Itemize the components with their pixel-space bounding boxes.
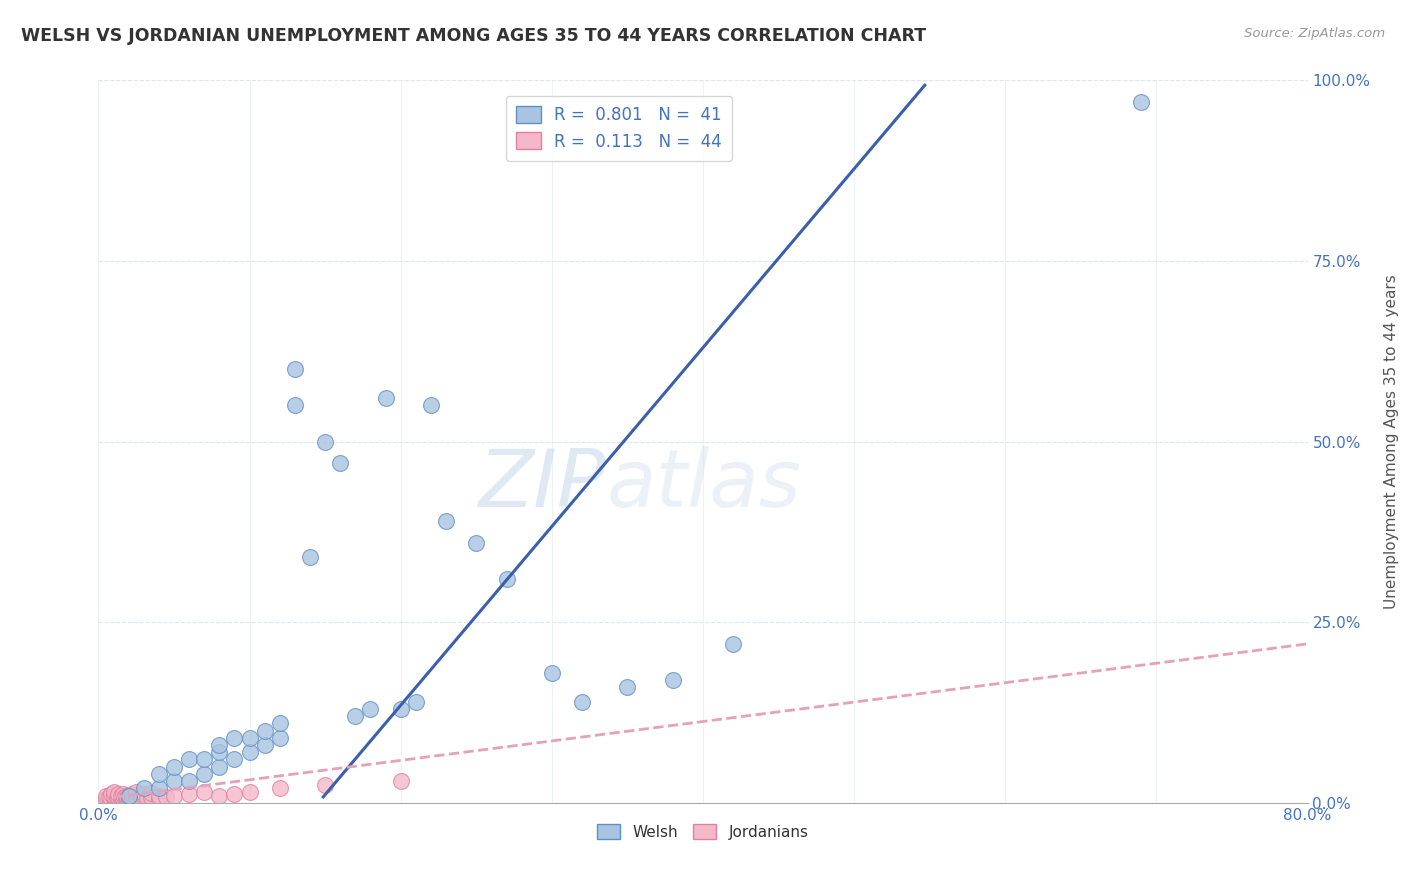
Point — [112, 790, 135, 805]
Point — [111, 787, 134, 801]
Point — [163, 760, 186, 774]
Point — [103, 789, 125, 803]
Point — [299, 550, 322, 565]
Point — [105, 790, 128, 805]
Point — [239, 731, 262, 745]
Point — [141, 786, 163, 800]
Point — [389, 702, 412, 716]
Point — [616, 680, 638, 694]
Point — [284, 362, 307, 376]
Point — [420, 398, 443, 412]
Point — [224, 787, 246, 801]
Point — [114, 789, 136, 803]
Point — [344, 709, 367, 723]
Point — [111, 792, 134, 806]
Point — [163, 789, 186, 803]
Point — [129, 790, 152, 805]
Point — [314, 778, 336, 792]
Legend: Welsh, Jordanians: Welsh, Jordanians — [592, 818, 814, 846]
Point — [208, 789, 231, 803]
Point — [110, 789, 132, 803]
Point — [571, 695, 593, 709]
Point — [100, 792, 122, 806]
Point — [239, 785, 262, 799]
Point — [661, 673, 683, 687]
Point — [208, 745, 231, 759]
Text: Source: ZipAtlas.com: Source: ZipAtlas.com — [1244, 27, 1385, 40]
Text: WELSH VS JORDANIAN UNEMPLOYMENT AMONG AGES 35 TO 44 YEARS CORRELATION CHART: WELSH VS JORDANIAN UNEMPLOYMENT AMONG AG… — [21, 27, 927, 45]
Point — [107, 790, 129, 805]
Point — [208, 760, 231, 774]
Point — [1130, 95, 1153, 109]
Point — [193, 767, 215, 781]
Point — [118, 789, 141, 803]
Point — [110, 791, 132, 805]
Point — [98, 790, 121, 805]
Point — [253, 723, 276, 738]
Point — [132, 790, 155, 805]
Point — [103, 785, 125, 799]
Point — [253, 738, 276, 752]
Point — [329, 456, 352, 470]
Point — [465, 535, 488, 549]
Point — [118, 792, 141, 806]
Point — [155, 790, 177, 805]
Point — [540, 665, 562, 680]
Point — [132, 781, 155, 796]
Point — [179, 787, 201, 801]
Point — [284, 398, 307, 412]
Point — [163, 774, 186, 789]
Point — [389, 774, 412, 789]
Point — [125, 790, 148, 805]
Point — [118, 789, 141, 803]
Point — [103, 790, 125, 805]
Point — [132, 787, 155, 801]
Point — [374, 391, 396, 405]
Y-axis label: Unemployment Among Ages 35 to 44 years: Unemployment Among Ages 35 to 44 years — [1385, 274, 1399, 609]
Point — [115, 790, 138, 805]
Point — [269, 716, 291, 731]
Point — [125, 785, 148, 799]
Point — [224, 731, 246, 745]
Point — [114, 791, 136, 805]
Point — [148, 781, 170, 796]
Text: atlas: atlas — [606, 446, 801, 524]
Point — [314, 434, 336, 449]
Point — [179, 774, 201, 789]
Point — [193, 785, 215, 799]
Point — [94, 792, 117, 806]
Point — [224, 752, 246, 766]
Point — [148, 792, 170, 806]
Point — [103, 792, 125, 806]
Point — [121, 791, 143, 805]
Point — [434, 514, 457, 528]
Point — [141, 790, 163, 805]
Point — [269, 731, 291, 745]
Point — [360, 702, 382, 716]
Point — [148, 767, 170, 781]
Point — [179, 752, 201, 766]
Point — [405, 695, 427, 709]
Point — [193, 752, 215, 766]
Point — [107, 787, 129, 801]
Point — [148, 789, 170, 803]
Text: ZIP: ZIP — [479, 446, 606, 524]
Point — [269, 781, 291, 796]
Point — [208, 738, 231, 752]
Point — [723, 637, 745, 651]
Point — [495, 572, 517, 586]
Point — [94, 789, 117, 803]
Point — [239, 745, 262, 759]
Point — [100, 787, 122, 801]
Point — [121, 787, 143, 801]
Point — [135, 791, 157, 805]
